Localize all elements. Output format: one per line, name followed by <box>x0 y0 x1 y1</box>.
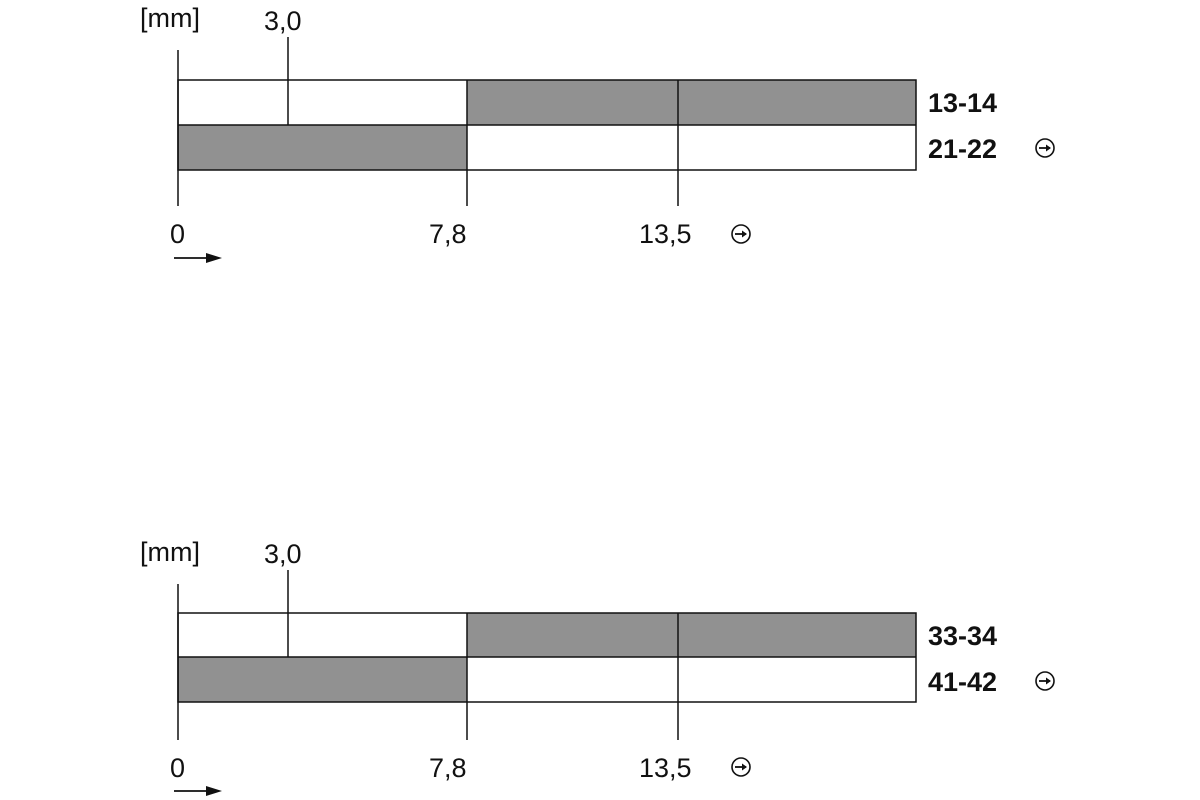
axis-label-13-5: 13,5 <box>639 219 692 249</box>
contact-label: 33-34 <box>928 621 997 651</box>
diagram-2: [mm] 3,0 33-34 41-42 0 7,8 13,5 <box>140 537 1055 796</box>
positive-opening-icon <box>1035 138 1055 158</box>
marker-label: 3,0 <box>264 539 302 569</box>
unit-label: [mm] <box>140 3 200 33</box>
contact-13-14-closed-bar <box>467 80 916 125</box>
contact-label: 13-14 <box>928 88 997 118</box>
marker-label: 3,0 <box>264 6 302 36</box>
axis-label-13-5: 13,5 <box>639 753 692 783</box>
positive-opening-icon <box>731 224 751 244</box>
diagram-1: [mm] 3,0 13-14 21-22 0 7,8 13,5 <box>140 3 1055 263</box>
arrow-right-icon <box>174 786 222 796</box>
axis-label-7-8: 7,8 <box>429 219 467 249</box>
contact-label: 41-42 <box>928 667 997 697</box>
contact-label: 21-22 <box>928 134 997 164</box>
axis-label-0: 0 <box>170 219 185 249</box>
contact-41-42-closed-bar <box>178 657 467 702</box>
contact-33-34-closed-bar <box>467 613 916 657</box>
unit-label: [mm] <box>140 537 200 567</box>
arrow-right-icon <box>174 253 222 263</box>
axis-label-0: 0 <box>170 753 185 783</box>
positive-opening-icon <box>1035 671 1055 691</box>
positive-opening-icon <box>731 757 751 777</box>
contact-21-22-closed-bar <box>178 125 467 170</box>
axis-label-7-8: 7,8 <box>429 753 467 783</box>
